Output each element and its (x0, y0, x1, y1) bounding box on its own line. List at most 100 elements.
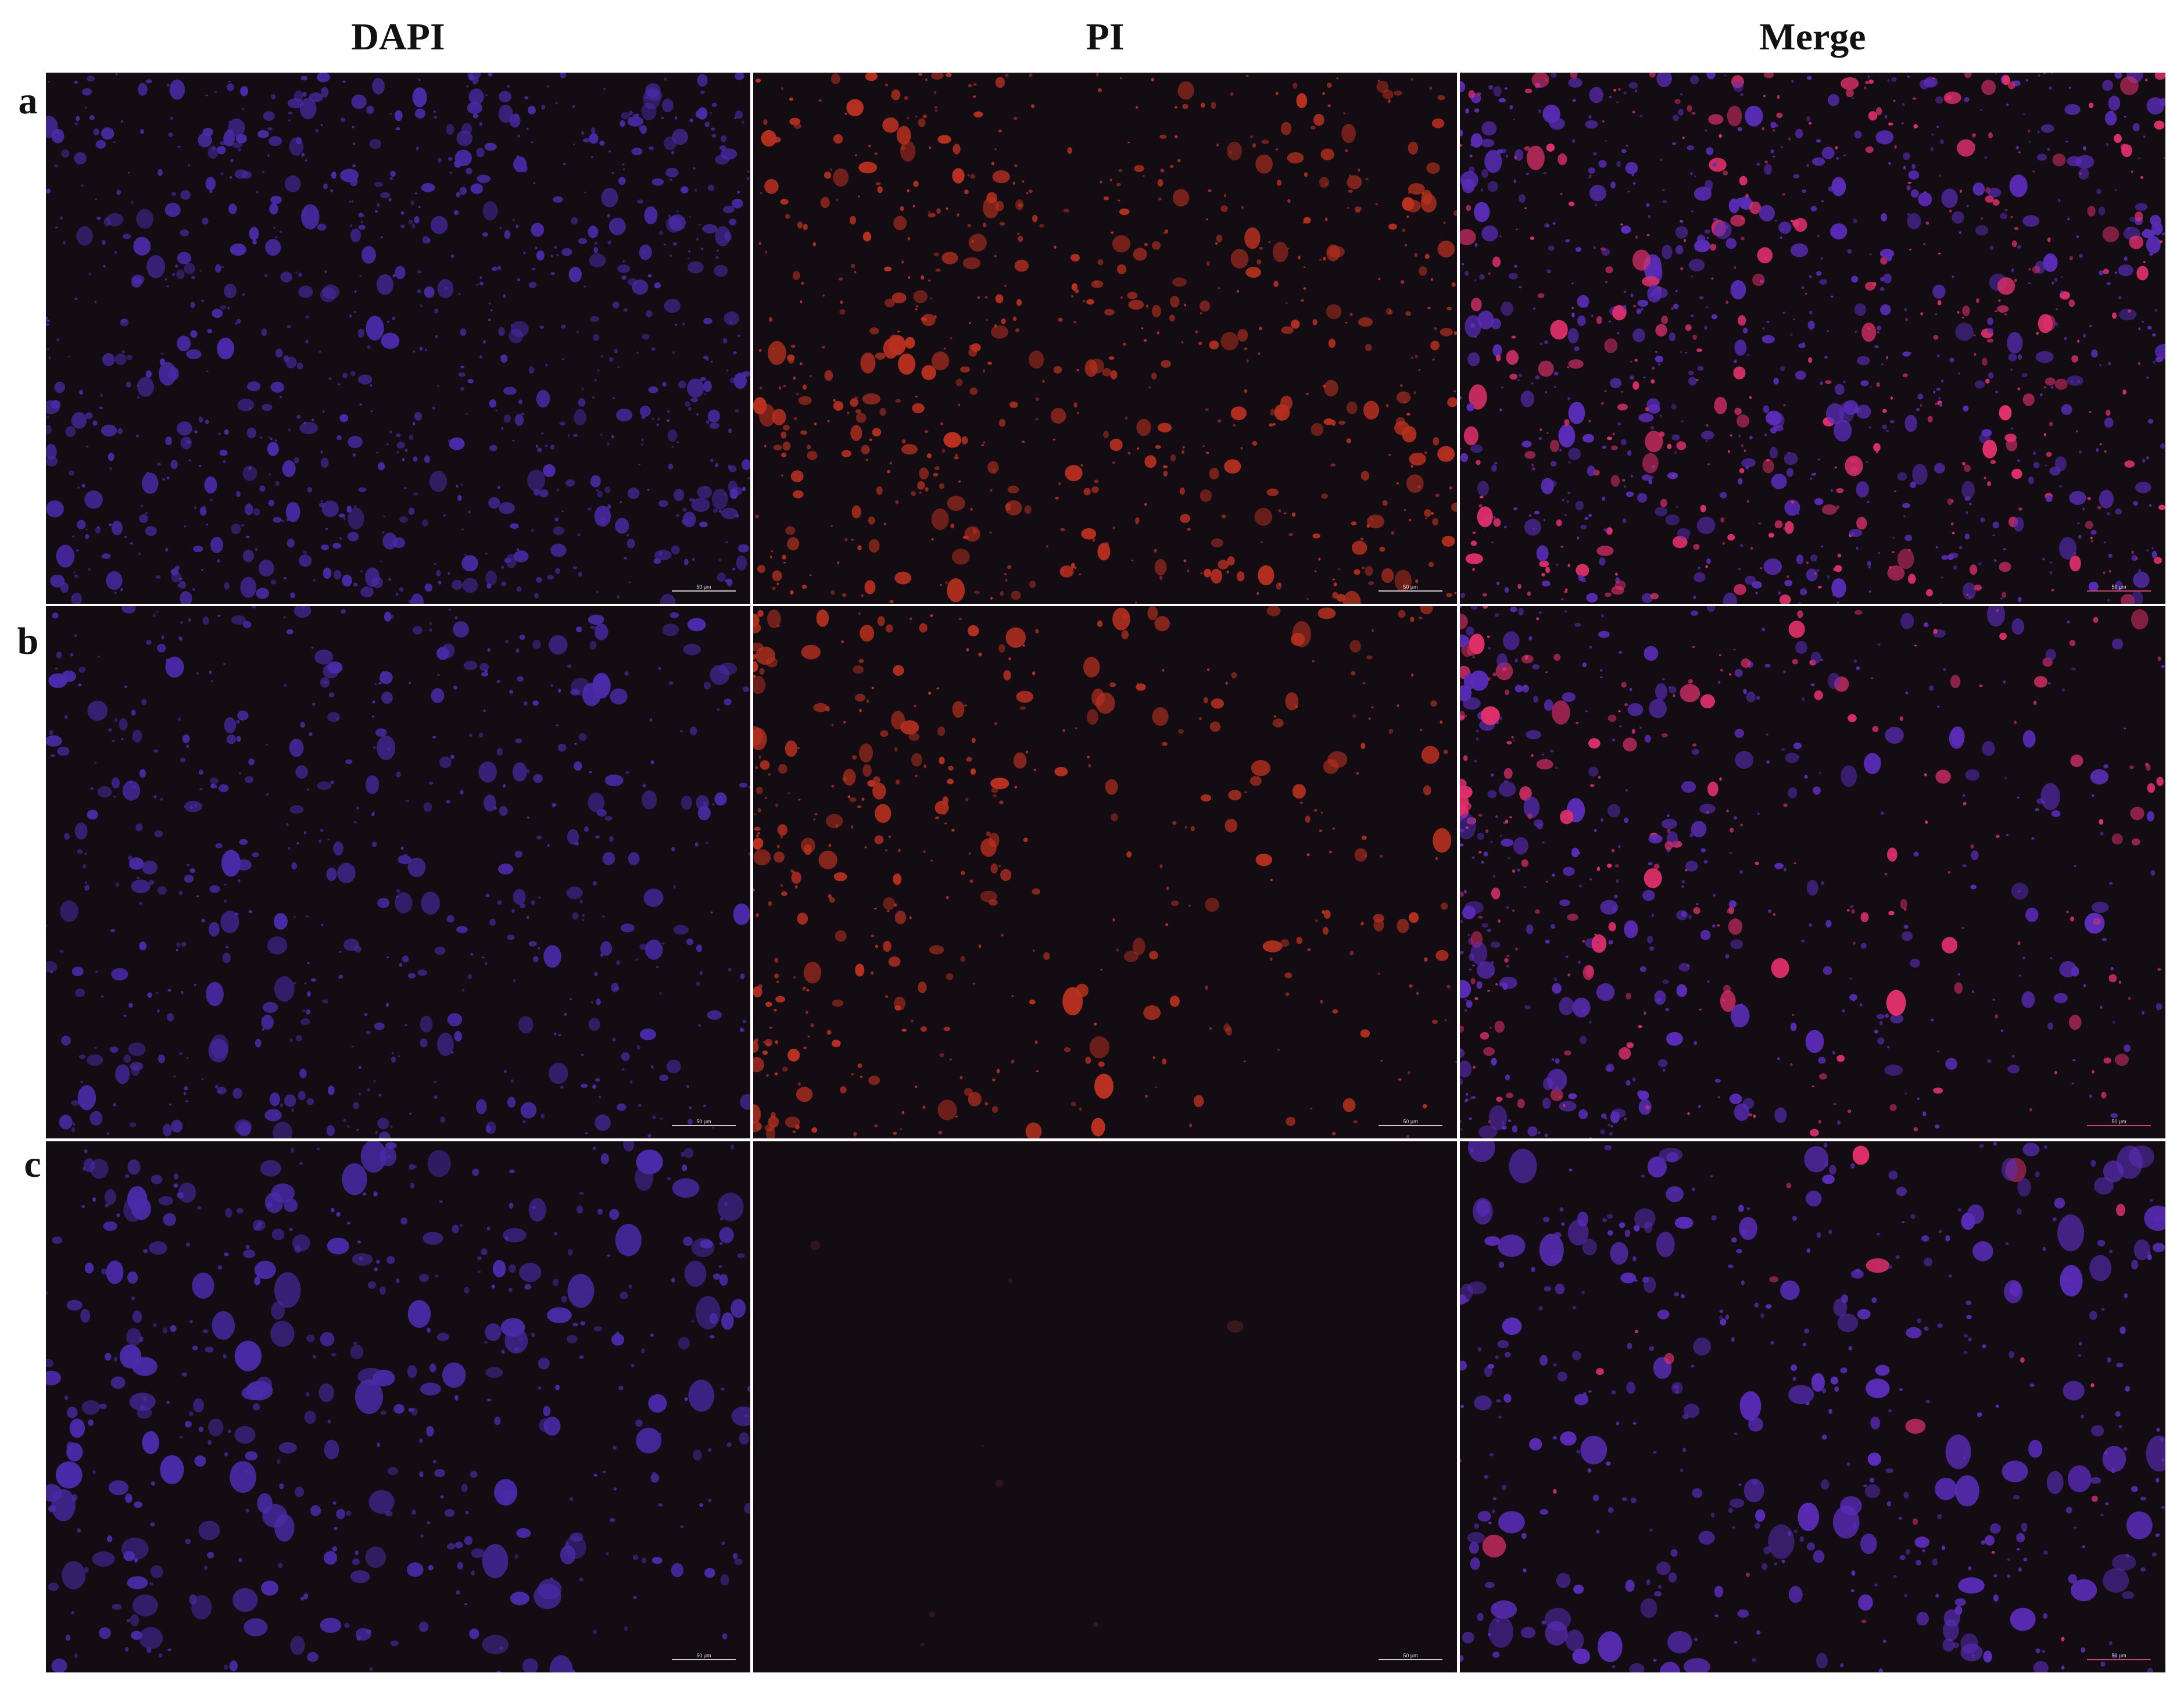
cell (610, 688, 628, 705)
cell (1070, 295, 1074, 298)
cell (682, 507, 687, 512)
cell (1024, 505, 1032, 514)
cell (1151, 372, 1157, 380)
cell (412, 87, 427, 108)
cell (578, 571, 582, 577)
cell (691, 517, 694, 519)
cell (1146, 305, 1149, 308)
cell (184, 1421, 192, 1428)
cell (1728, 198, 1740, 213)
cell (555, 101, 558, 105)
cell (326, 1125, 335, 1136)
cell (72, 535, 74, 538)
cell (785, 740, 797, 757)
micrograph-background (753, 1141, 1457, 1672)
cell (1269, 423, 1273, 427)
cell (1971, 990, 1974, 993)
cell (662, 98, 674, 113)
cell (1730, 280, 1746, 300)
cell (835, 198, 838, 202)
cell (449, 437, 465, 450)
cell (795, 885, 798, 889)
cell (803, 1047, 807, 1049)
cell (528, 1198, 546, 1222)
cell (1783, 404, 1786, 407)
cell (658, 500, 668, 507)
cell (396, 442, 405, 449)
cell (1354, 569, 1360, 575)
cell (1091, 1117, 1105, 1137)
cell (1087, 709, 1098, 725)
cell (968, 234, 987, 252)
cell (2142, 1011, 2144, 1015)
cell (946, 973, 954, 980)
cell (1296, 93, 1308, 109)
cell (256, 191, 259, 194)
cell (145, 79, 152, 84)
cell (754, 813, 757, 815)
cell (600, 1153, 609, 1165)
cell (2120, 76, 2139, 95)
cell (1690, 75, 1699, 84)
cell (371, 576, 384, 589)
cell (320, 457, 329, 468)
cell (1177, 81, 1194, 100)
cell (1229, 151, 1232, 154)
cell (503, 784, 506, 788)
cell (724, 698, 732, 705)
cell (327, 1237, 349, 1255)
cell (1545, 567, 1551, 574)
cell (1136, 106, 1138, 109)
cell (1879, 249, 1895, 259)
cell (104, 1203, 109, 1208)
cell (511, 909, 515, 913)
cell (189, 868, 195, 873)
cell (1064, 1047, 1071, 1052)
cell (167, 83, 170, 87)
cell (1418, 617, 1423, 619)
cell (1527, 1126, 1538, 1137)
cell (453, 621, 469, 638)
cell (688, 1380, 715, 1412)
cell (408, 1407, 414, 1412)
cell (2089, 1094, 2092, 1098)
cell (876, 486, 883, 495)
cell (1385, 307, 1391, 315)
cell (1145, 1095, 1148, 1098)
micrograph-background (1460, 73, 2165, 604)
cell (714, 264, 728, 277)
cell (80, 1309, 91, 1323)
cell (178, 1183, 196, 1203)
cell (116, 189, 121, 195)
cell (1572, 99, 1576, 102)
cell (2154, 120, 2165, 130)
cell (87, 1054, 103, 1066)
cell (1397, 391, 1411, 404)
cell (1244, 389, 1247, 393)
cell (780, 431, 787, 439)
cell (1688, 259, 1705, 271)
cell (253, 508, 260, 516)
cell (52, 1236, 63, 1244)
cell (1577, 315, 1586, 327)
cell (1565, 1629, 1584, 1652)
cell (136, 435, 139, 438)
cell (2115, 508, 2122, 515)
cell (92, 1197, 96, 1202)
cell (1405, 199, 1421, 213)
cell (948, 765, 954, 771)
cell (1157, 331, 1159, 335)
cell (2077, 522, 2080, 524)
cell (756, 834, 759, 837)
cell (1460, 1459, 1462, 1462)
cell (1817, 235, 1820, 238)
cell (1498, 919, 1501, 923)
cell (1706, 306, 1709, 309)
cell (1935, 1477, 1957, 1500)
cell (713, 1273, 721, 1280)
cell (2011, 1055, 2015, 1058)
cell (810, 1240, 821, 1251)
cell (912, 403, 925, 414)
cell (201, 569, 203, 571)
cell (438, 581, 442, 585)
